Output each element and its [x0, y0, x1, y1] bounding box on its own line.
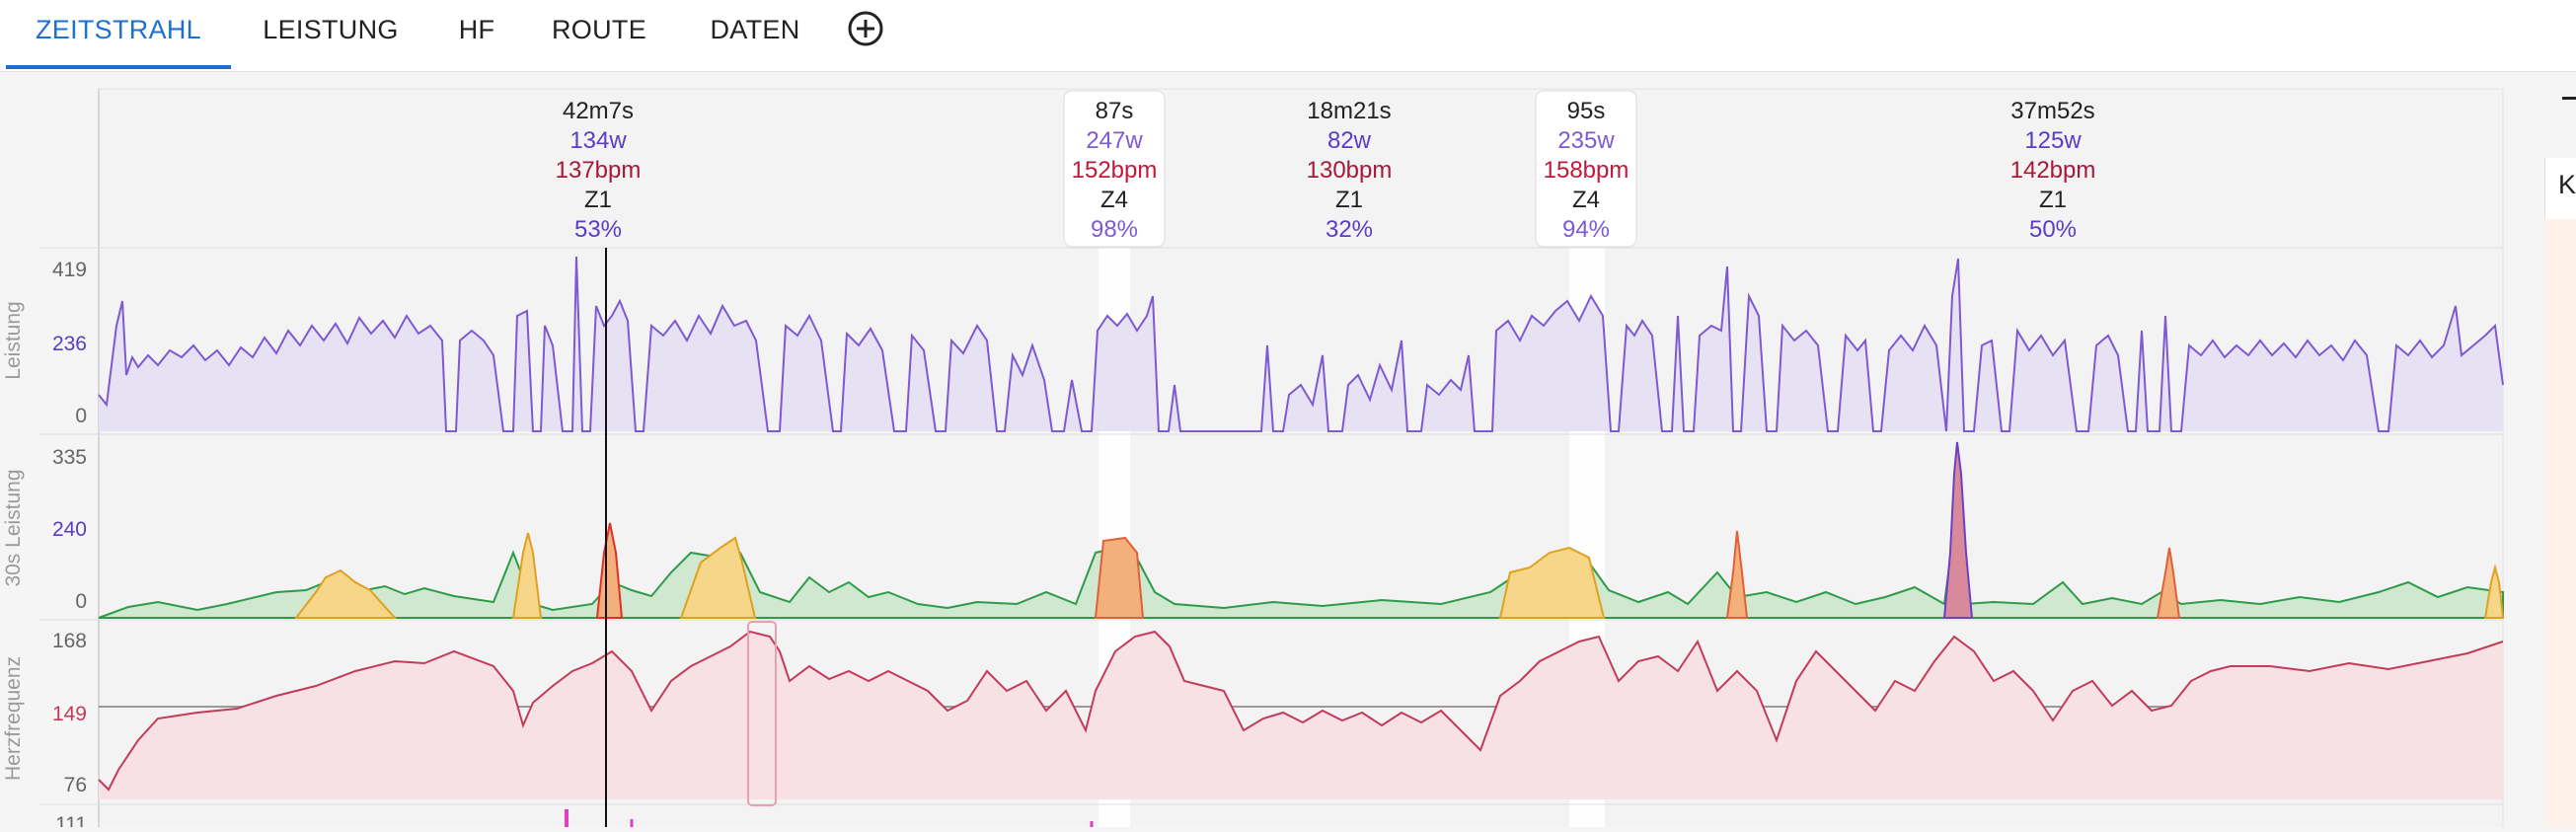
interval-1-percent: 53%	[574, 216, 622, 243]
interval-2-duration: 87s	[1096, 98, 1134, 124]
right-panel-label: Ke	[2558, 170, 2576, 199]
interval-header-4: 95s 235w 158bpm Z4 94%	[1544, 98, 1629, 243]
hr-tick-max: 168	[52, 630, 87, 652]
power30-tick-max: 335	[52, 446, 87, 469]
interval-2-percent: 98%	[1091, 216, 1138, 243]
interval-4-hr: 158bpm	[1544, 157, 1629, 184]
interval-5-power: 125w	[2024, 127, 2082, 154]
tab-daten[interactable]: DATEN	[710, 15, 800, 44]
tab-hf[interactable]: HF	[458, 15, 495, 44]
timeline-plot-area: 42m7s 134w 137bpm Z1 53% 87s 247w 152bpm…	[0, 72, 2576, 832]
power30-peak-10	[2483, 564, 2505, 619]
power30-peak-8	[1942, 441, 1974, 619]
hr-tick-mid: 149	[52, 703, 87, 725]
hr-line	[98, 630, 2504, 792]
interval-4-card	[1535, 90, 1637, 248]
power30-peak-1	[293, 568, 398, 619]
power30-peak-7	[1725, 530, 1749, 619]
interval-1-duration: 42m7s	[563, 98, 634, 124]
interval-3-hr: 130bpm	[1307, 157, 1393, 184]
interval-4-percent: 94%	[1562, 216, 1610, 243]
plus-circle-icon[interactable]	[847, 10, 884, 47]
interval-2-hr: 152bpm	[1072, 157, 1158, 184]
hr-panel: Herzfrequenz 168 149 76	[2, 621, 2504, 806]
right-side-panel-content	[2544, 219, 2576, 827]
interval-4-zone: Z4	[1572, 187, 1600, 213]
interval-1-power: 134w	[569, 127, 627, 154]
interval-header-3: 18m21s 82w 130bpm Z1 32%	[1307, 98, 1393, 243]
power-tick-max: 419	[52, 259, 87, 281]
collapse-minus-icon[interactable]	[2562, 97, 2576, 100]
power-area	[99, 257, 2503, 431]
interval-3-duration: 18m21s	[1307, 98, 1391, 124]
power30-axis-label: 30s Leistung	[2, 469, 25, 586]
tab-zeitstrahl[interactable]: ZEITSTRAHL	[6, 0, 231, 69]
power-panel: Leistung 419 236 0	[2, 256, 2504, 432]
interval-5-duration: 37m52s	[2010, 98, 2094, 124]
interval-3-zone: Z1	[1335, 187, 1363, 213]
tab-leistung[interactable]: LEISTUNG	[263, 15, 399, 44]
power-tick-mid: 236	[52, 333, 87, 355]
timeline-chart[interactable]: 42m7s 134w 137bpm Z1 53% 87s 247w 152bpm…	[0, 72, 2576, 832]
power30-peak-2	[511, 532, 543, 619]
power30-panel: 30s Leistung 335 240 0	[2, 441, 2505, 619]
tab-bar: ZEITSTRAHL LEISTUNG HF ROUTE DATEN	[0, 0, 2576, 72]
interval-4-power: 235w	[1557, 127, 1615, 154]
hr-axis-label: Herzfrequenz	[2, 656, 25, 781]
hr-tick-min: 76	[64, 774, 87, 796]
interval-1-zone: Z1	[584, 187, 612, 213]
power30-peak-6	[1498, 546, 1606, 619]
power-tick-zero: 0	[75, 405, 87, 427]
tab-route[interactable]: ROUTE	[552, 15, 646, 44]
interval-5-zone: Z1	[2039, 187, 2067, 213]
power-line	[98, 256, 2504, 432]
interval-3-power: 82w	[1327, 127, 1372, 154]
interval-4-duration: 95s	[1567, 98, 1606, 124]
power30-peak-9	[2156, 547, 2181, 619]
interval-5-percent: 50%	[2029, 216, 2077, 243]
interval-2-card	[1063, 90, 1166, 248]
power-axis-label: Leistung	[2, 301, 25, 379]
bottom-tick-max: 111	[55, 813, 87, 827]
interval-header-2: 87s 247w 152bpm Z4 98%	[1072, 98, 1158, 243]
power30-tick-zero: 0	[75, 590, 87, 613]
interval-1-hr: 137bpm	[556, 157, 642, 184]
interval-2-zone: Z4	[1100, 187, 1128, 213]
hr-area	[99, 632, 2503, 799]
hr-selection-box[interactable]	[747, 621, 777, 806]
interval-header-5: 37m52s 125w 142bpm Z1 50%	[2010, 98, 2096, 243]
power30-tick-mid: 240	[52, 518, 87, 541]
power30-peak-5	[1094, 536, 1145, 619]
power30-peak-3	[595, 522, 624, 619]
power30-peak-4	[679, 536, 757, 619]
interval-2-power: 247w	[1086, 127, 1143, 154]
interval-5-hr: 142bpm	[2010, 157, 2096, 184]
interval-3-percent: 32%	[1326, 216, 1373, 243]
interval-header-1: 42m7s 134w 137bpm Z1 53%	[556, 98, 642, 243]
